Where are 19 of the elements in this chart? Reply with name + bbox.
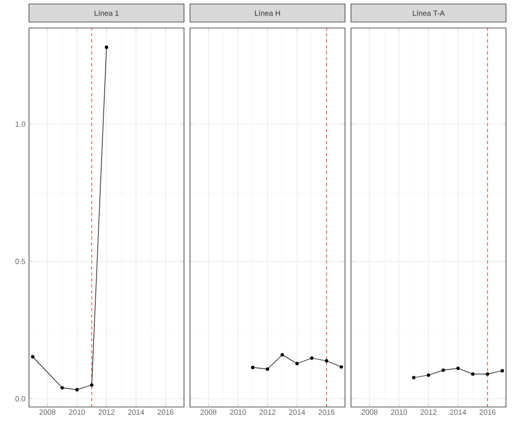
point — [75, 388, 79, 392]
point — [280, 353, 284, 357]
point — [310, 356, 314, 360]
point — [426, 373, 430, 377]
point — [60, 386, 64, 390]
point — [295, 362, 299, 366]
point — [471, 372, 474, 376]
point — [90, 383, 94, 387]
point — [266, 367, 270, 371]
point — [324, 359, 328, 363]
point — [30, 355, 34, 358]
point — [104, 46, 108, 49]
point — [500, 369, 504, 372]
point — [251, 366, 254, 370]
point — [442, 368, 445, 372]
point — [340, 365, 344, 369]
point — [486, 372, 490, 376]
point — [456, 366, 460, 370]
point — [412, 376, 416, 380]
